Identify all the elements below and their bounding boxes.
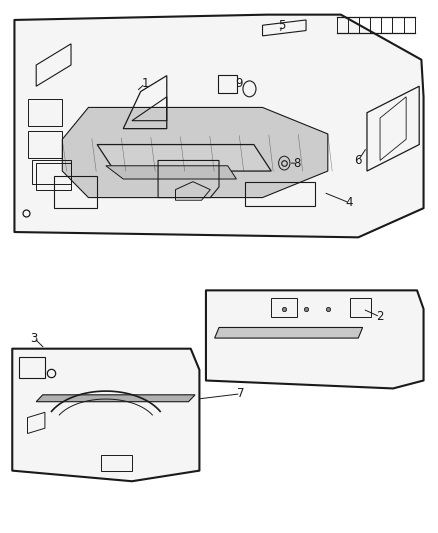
Polygon shape xyxy=(12,349,199,481)
Polygon shape xyxy=(215,327,363,338)
Polygon shape xyxy=(36,395,195,402)
Text: 3: 3 xyxy=(30,332,38,344)
Polygon shape xyxy=(14,14,424,237)
Text: 9: 9 xyxy=(235,77,242,90)
Polygon shape xyxy=(97,144,271,171)
Text: 1: 1 xyxy=(141,77,149,90)
Text: 5: 5 xyxy=(279,19,286,32)
Text: 8: 8 xyxy=(293,157,301,169)
Polygon shape xyxy=(106,166,237,179)
Polygon shape xyxy=(62,108,328,198)
Polygon shape xyxy=(206,290,424,389)
Text: 6: 6 xyxy=(354,154,362,167)
Text: 7: 7 xyxy=(237,387,244,400)
Text: 4: 4 xyxy=(346,196,353,209)
Text: 2: 2 xyxy=(376,310,384,324)
